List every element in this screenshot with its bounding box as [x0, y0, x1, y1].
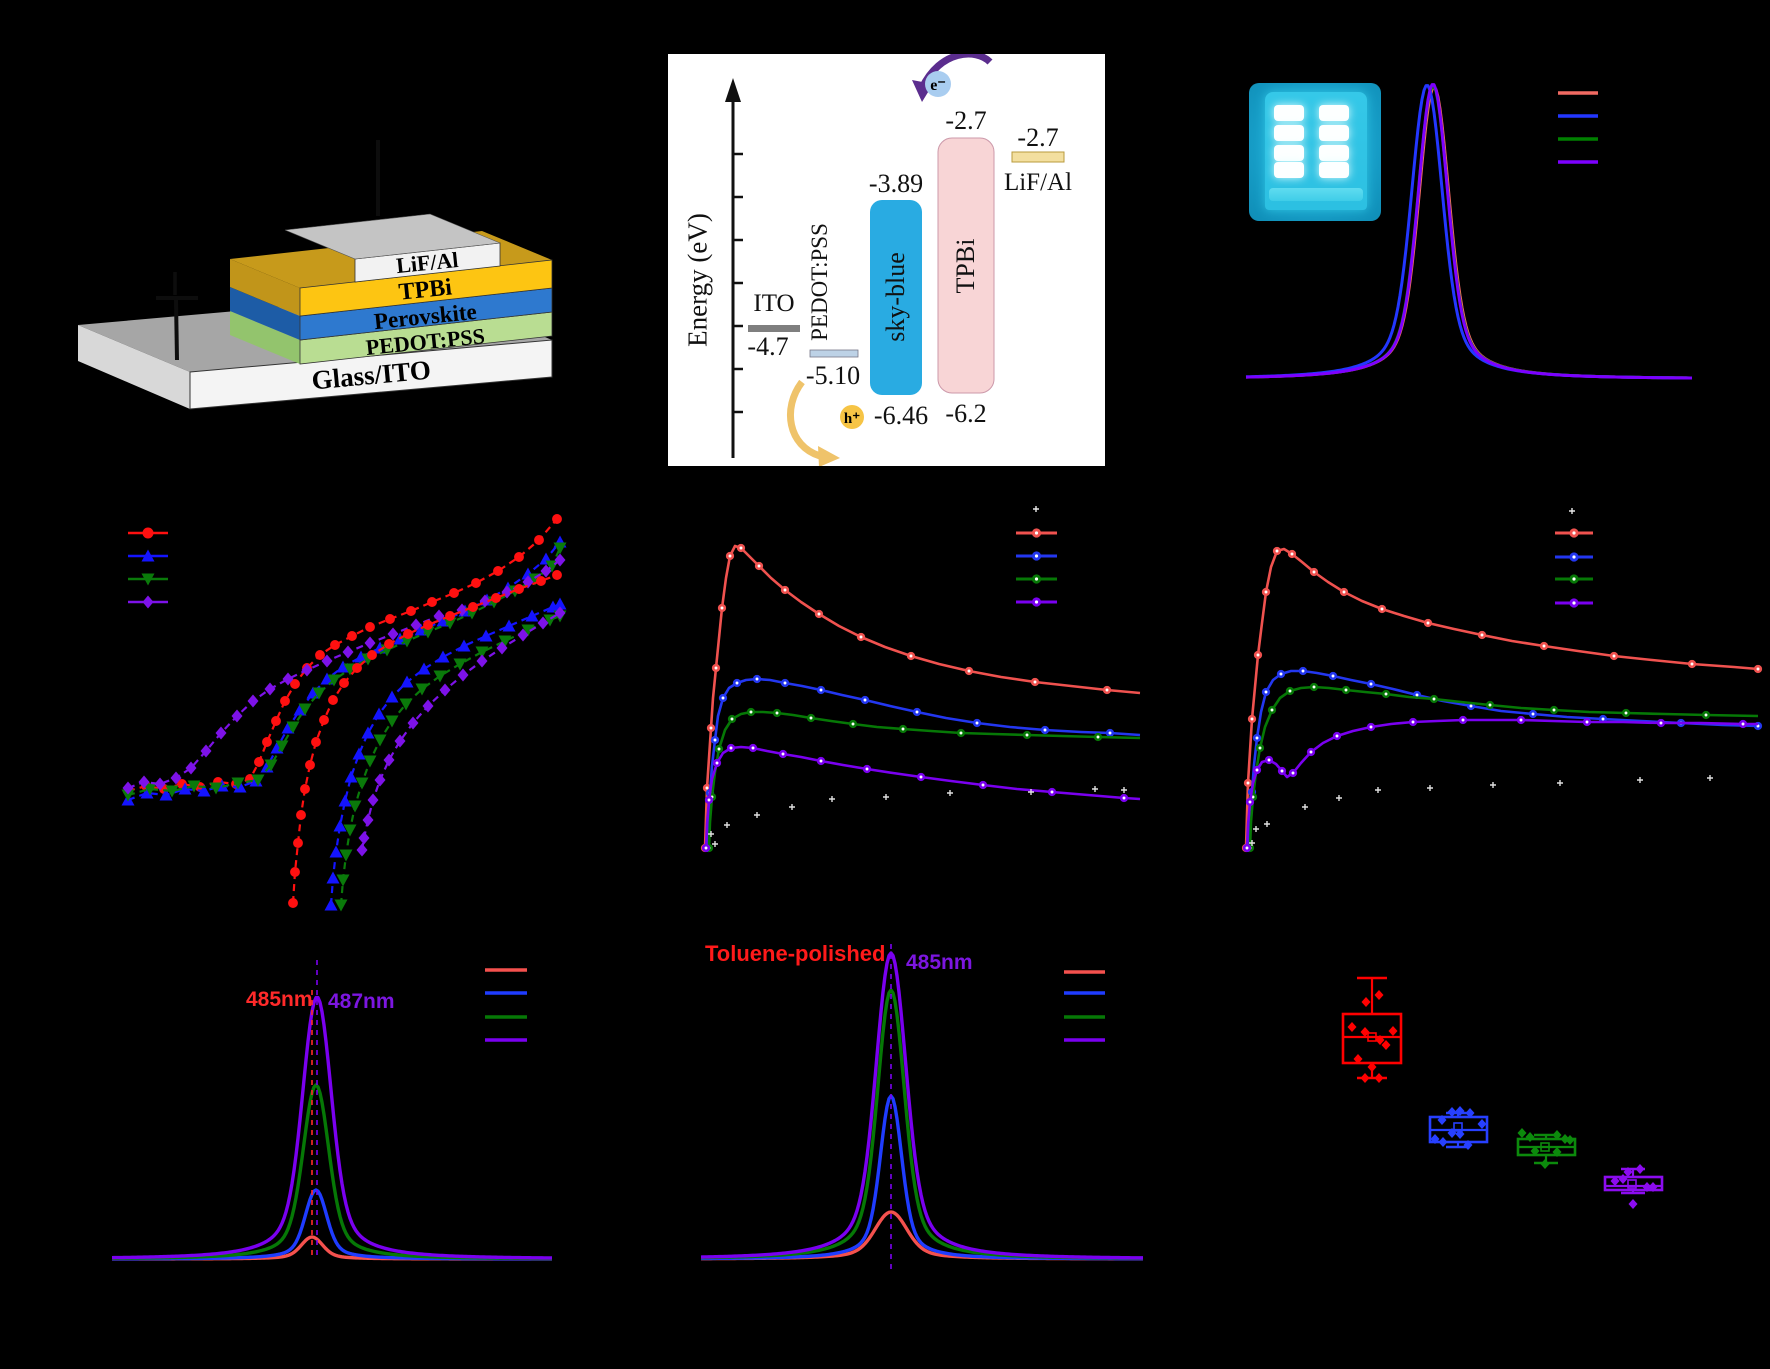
box-green: [1516, 1128, 1577, 1169]
device-photo: [1249, 83, 1381, 221]
perovskite-left-face: [230, 287, 300, 340]
legend: [128, 527, 168, 609]
lif-al-label: LiF/Al: [1003, 169, 1073, 196]
series-eqe-raw: [1249, 775, 1713, 846]
series-ce-green: [704, 707, 1141, 853]
box-blue: [1428, 1106, 1489, 1150]
device-structure-3d: Glass/ITO PEDOT:PSS Perovskite TPBi LiF/…: [78, 140, 553, 410]
legend: [485, 968, 527, 1042]
pedot-left-face: [230, 311, 300, 364]
series-ce-blue: [703, 674, 1141, 853]
series-j-red: [288, 570, 562, 908]
curve-h-blue: [700, 1094, 1143, 1261]
series-j-purple: [356, 606, 566, 857]
toluene-polished-label: Toluene-polished: [705, 941, 886, 966]
hole-arrow-icon: [786, 379, 822, 460]
box-purple: [1603, 1164, 1664, 1209]
series-eqe-green: [1245, 682, 1759, 853]
panel-d: [121, 514, 567, 912]
al-electrode-top: [284, 213, 501, 260]
peak-label-485nm-purple: 485nm: [906, 951, 973, 974]
layer-label-tpbi: TPBi: [397, 274, 453, 305]
panel-f: [1241, 508, 1763, 853]
electron-icon: [925, 71, 951, 97]
curve-el-purple: [1245, 83, 1693, 380]
panel-c: [1245, 83, 1693, 380]
tpbi-left-face: [230, 259, 300, 316]
energy-axis-arrow-icon: [725, 78, 741, 102]
emitter-homo-value: -6.46: [873, 401, 929, 430]
bottom-contact-wire: [174, 299, 179, 361]
device-photo-panel: [1265, 92, 1367, 210]
ito-level-bar: [748, 325, 800, 332]
skyblue-emitter-bar: [870, 200, 922, 395]
tpbi-lumo-value: -2.7: [945, 106, 987, 135]
curve-h-green: [700, 988, 1144, 1260]
curve-g-purple: [111, 995, 553, 1260]
series-lum-purple: [122, 553, 566, 795]
series-eqe-red: [1241, 546, 1763, 853]
energy-axis-label: Energy (eV): [682, 213, 713, 347]
panel-e: [700, 506, 1141, 853]
series-eqe-blue: [1244, 666, 1763, 853]
series-lum-red: [123, 514, 562, 796]
panel-g: [111, 960, 553, 1261]
emitter-label: sky-blue: [881, 252, 910, 342]
box-red: [1341, 976, 1403, 1083]
legend: [1558, 91, 1598, 164]
panel-h: [700, 944, 1144, 1272]
series-j-blue: [324, 597, 567, 911]
series-eqe-purple: [1242, 715, 1758, 853]
glass-ito-front: [189, 339, 553, 410]
hole-icon: [840, 405, 864, 429]
pedot-value: -5.10: [805, 361, 861, 390]
energy-axis-ticks: [733, 152, 743, 414]
legend: [1555, 508, 1593, 608]
pedot-level-bar: [809, 349, 859, 358]
series-ce-purple: [701, 743, 1141, 853]
ito-value: -4.7: [747, 332, 789, 361]
series-ce-red: [700, 543, 1141, 853]
hole-symbol: h⁺: [844, 411, 860, 427]
lif-al-value: -2.7: [1017, 123, 1059, 152]
series-j-green: [334, 610, 567, 912]
energy-diagram-graphics: e⁻ h⁺: [725, 54, 1065, 466]
peak-label-485nm-red: 485nm: [246, 988, 313, 1011]
ito-label: ITO: [753, 290, 795, 317]
curve-h-purple: [700, 951, 1144, 1260]
tpbi-homo-value: -6.2: [945, 399, 987, 428]
panel-i: [1341, 976, 1664, 1209]
legend: [1016, 506, 1057, 607]
lif-al-level-bar: [1011, 151, 1065, 163]
legend: [1064, 970, 1105, 1042]
substrate-left-face: [78, 325, 190, 409]
tpbi-label: TPBi: [951, 238, 980, 294]
series-ce-raw: [708, 786, 1127, 847]
device-photo-edge: [1269, 188, 1363, 201]
pedot-label: PEDOT:PSS: [807, 223, 832, 341]
peak-label-487nm-purple: 487nm: [328, 990, 395, 1013]
emitter-lumo-value: -3.89: [868, 169, 924, 198]
electron-symbol: e⁻: [930, 77, 946, 94]
curve-g-blue: [112, 1188, 552, 1261]
energy-level-diagram: e⁻ h⁺ Energy (eV) ITO -4.7 PEDOT:PSS -5.…: [668, 54, 1105, 466]
hole-arrowhead-icon: [818, 446, 840, 466]
tpbi-bar: [937, 137, 995, 394]
